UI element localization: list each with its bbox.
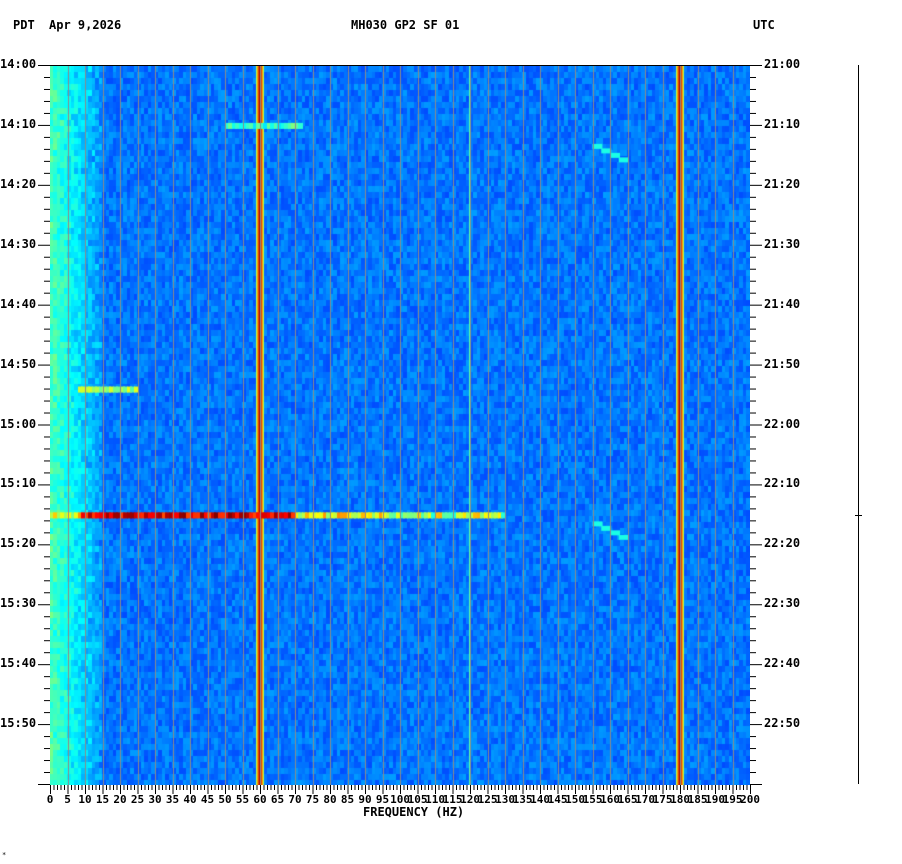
x-tick-label: 170 [635,793,655,806]
x-tick-label: 180 [670,793,690,806]
x-tick-label: 160 [600,793,620,806]
x-tick-label: 55 [235,793,250,806]
x-tick-label: 125 [477,793,498,806]
x-tick-label: 95 [375,793,390,806]
x-tick-label: 45 [200,793,215,806]
date-label: Apr 9,2026 [49,18,122,32]
right-time-label: 21:10 [764,116,801,131]
x-tick-label: 130 [495,793,515,806]
x-tick-label: 20 [113,793,127,806]
left-time-label: 14:50 [0,356,37,371]
x-tick-label: 0 [46,793,54,806]
spectrogram-plot [50,65,750,785]
x-tick-label: 185 [687,793,708,806]
left-time-label: 14:20 [0,176,37,191]
x-tick-label: 140 [530,793,550,806]
left-time-label: 14:40 [0,296,37,311]
x-tick-label: 5 [64,793,71,806]
left-time-label: 14:00 [0,57,37,71]
x-tick-label: 145 [547,793,568,806]
right-time-label: 21:20 [764,176,801,191]
x-tick-label: 200 [740,793,760,806]
x-tick-label: 105 [407,793,428,806]
x-tick-label: 15 [95,793,110,806]
x-tick-label: 120 [460,793,480,806]
right-time-label: 21:50 [764,356,801,371]
left-time-label: 15:00 [0,416,37,431]
x-tick-label: 10 [78,793,92,806]
right-time-label: 21:40 [764,296,801,311]
left-time-label: 15:10 [0,476,37,491]
right-time-label: 21:00 [764,57,801,71]
left-time-label: 15:50 [0,716,37,731]
right-time-label: 22:20 [764,536,801,551]
x-tick-label: 75 [305,793,320,806]
x-tick-label: 135 [512,793,533,806]
x-tick-label: 25 [130,793,145,806]
x-tick-label: 60 [253,793,267,806]
x-tick-label: 35 [165,793,180,806]
right-time-label: 22:30 [764,596,801,611]
left-time-label: 14:10 [0,116,37,131]
x-tick-label: 150 [565,793,585,806]
x-tick-label: 190 [705,793,725,806]
right-timezone-label: UTC [753,18,775,32]
x-axis-title: FREQUENCY (HZ) [363,805,465,819]
right-time-label: 22:00 [764,416,801,431]
x-tick-label: 195 [722,793,743,806]
right-time-label: 22:40 [764,656,801,671]
station-title: MH030 GP2 SF 01 [351,18,460,32]
left-time-label: 15:30 [0,596,37,611]
x-tick-label: 30 [148,793,162,806]
left-timezone-label: PDT [13,18,35,32]
right-time-label: 22:50 [764,716,801,731]
x-tick-label: 155 [582,793,603,806]
x-tick-label: 100 [390,793,410,806]
left-time-label: 14:30 [0,236,37,251]
left-time-label: 15:20 [0,536,37,551]
x-tick-label: 65 [270,793,285,806]
corner-marker: * [2,851,7,859]
x-tick-label: 115 [442,793,463,806]
x-tick-label: 90 [358,793,372,806]
x-tick-label: 70 [288,793,302,806]
x-tick-label: 165 [617,793,638,806]
right-time-label: 21:30 [764,236,801,251]
x-tick-label: 80 [323,793,337,806]
right-time-label: 22:10 [764,476,801,491]
x-tick-label: 40 [183,793,197,806]
left-time-label: 15:40 [0,656,37,671]
x-tick-label: 85 [340,793,355,806]
x-tick-label: 175 [652,793,673,806]
spectrogram-canvas [50,66,750,785]
x-tick-label: 50 [218,793,232,806]
x-tick-label: 110 [425,793,445,806]
